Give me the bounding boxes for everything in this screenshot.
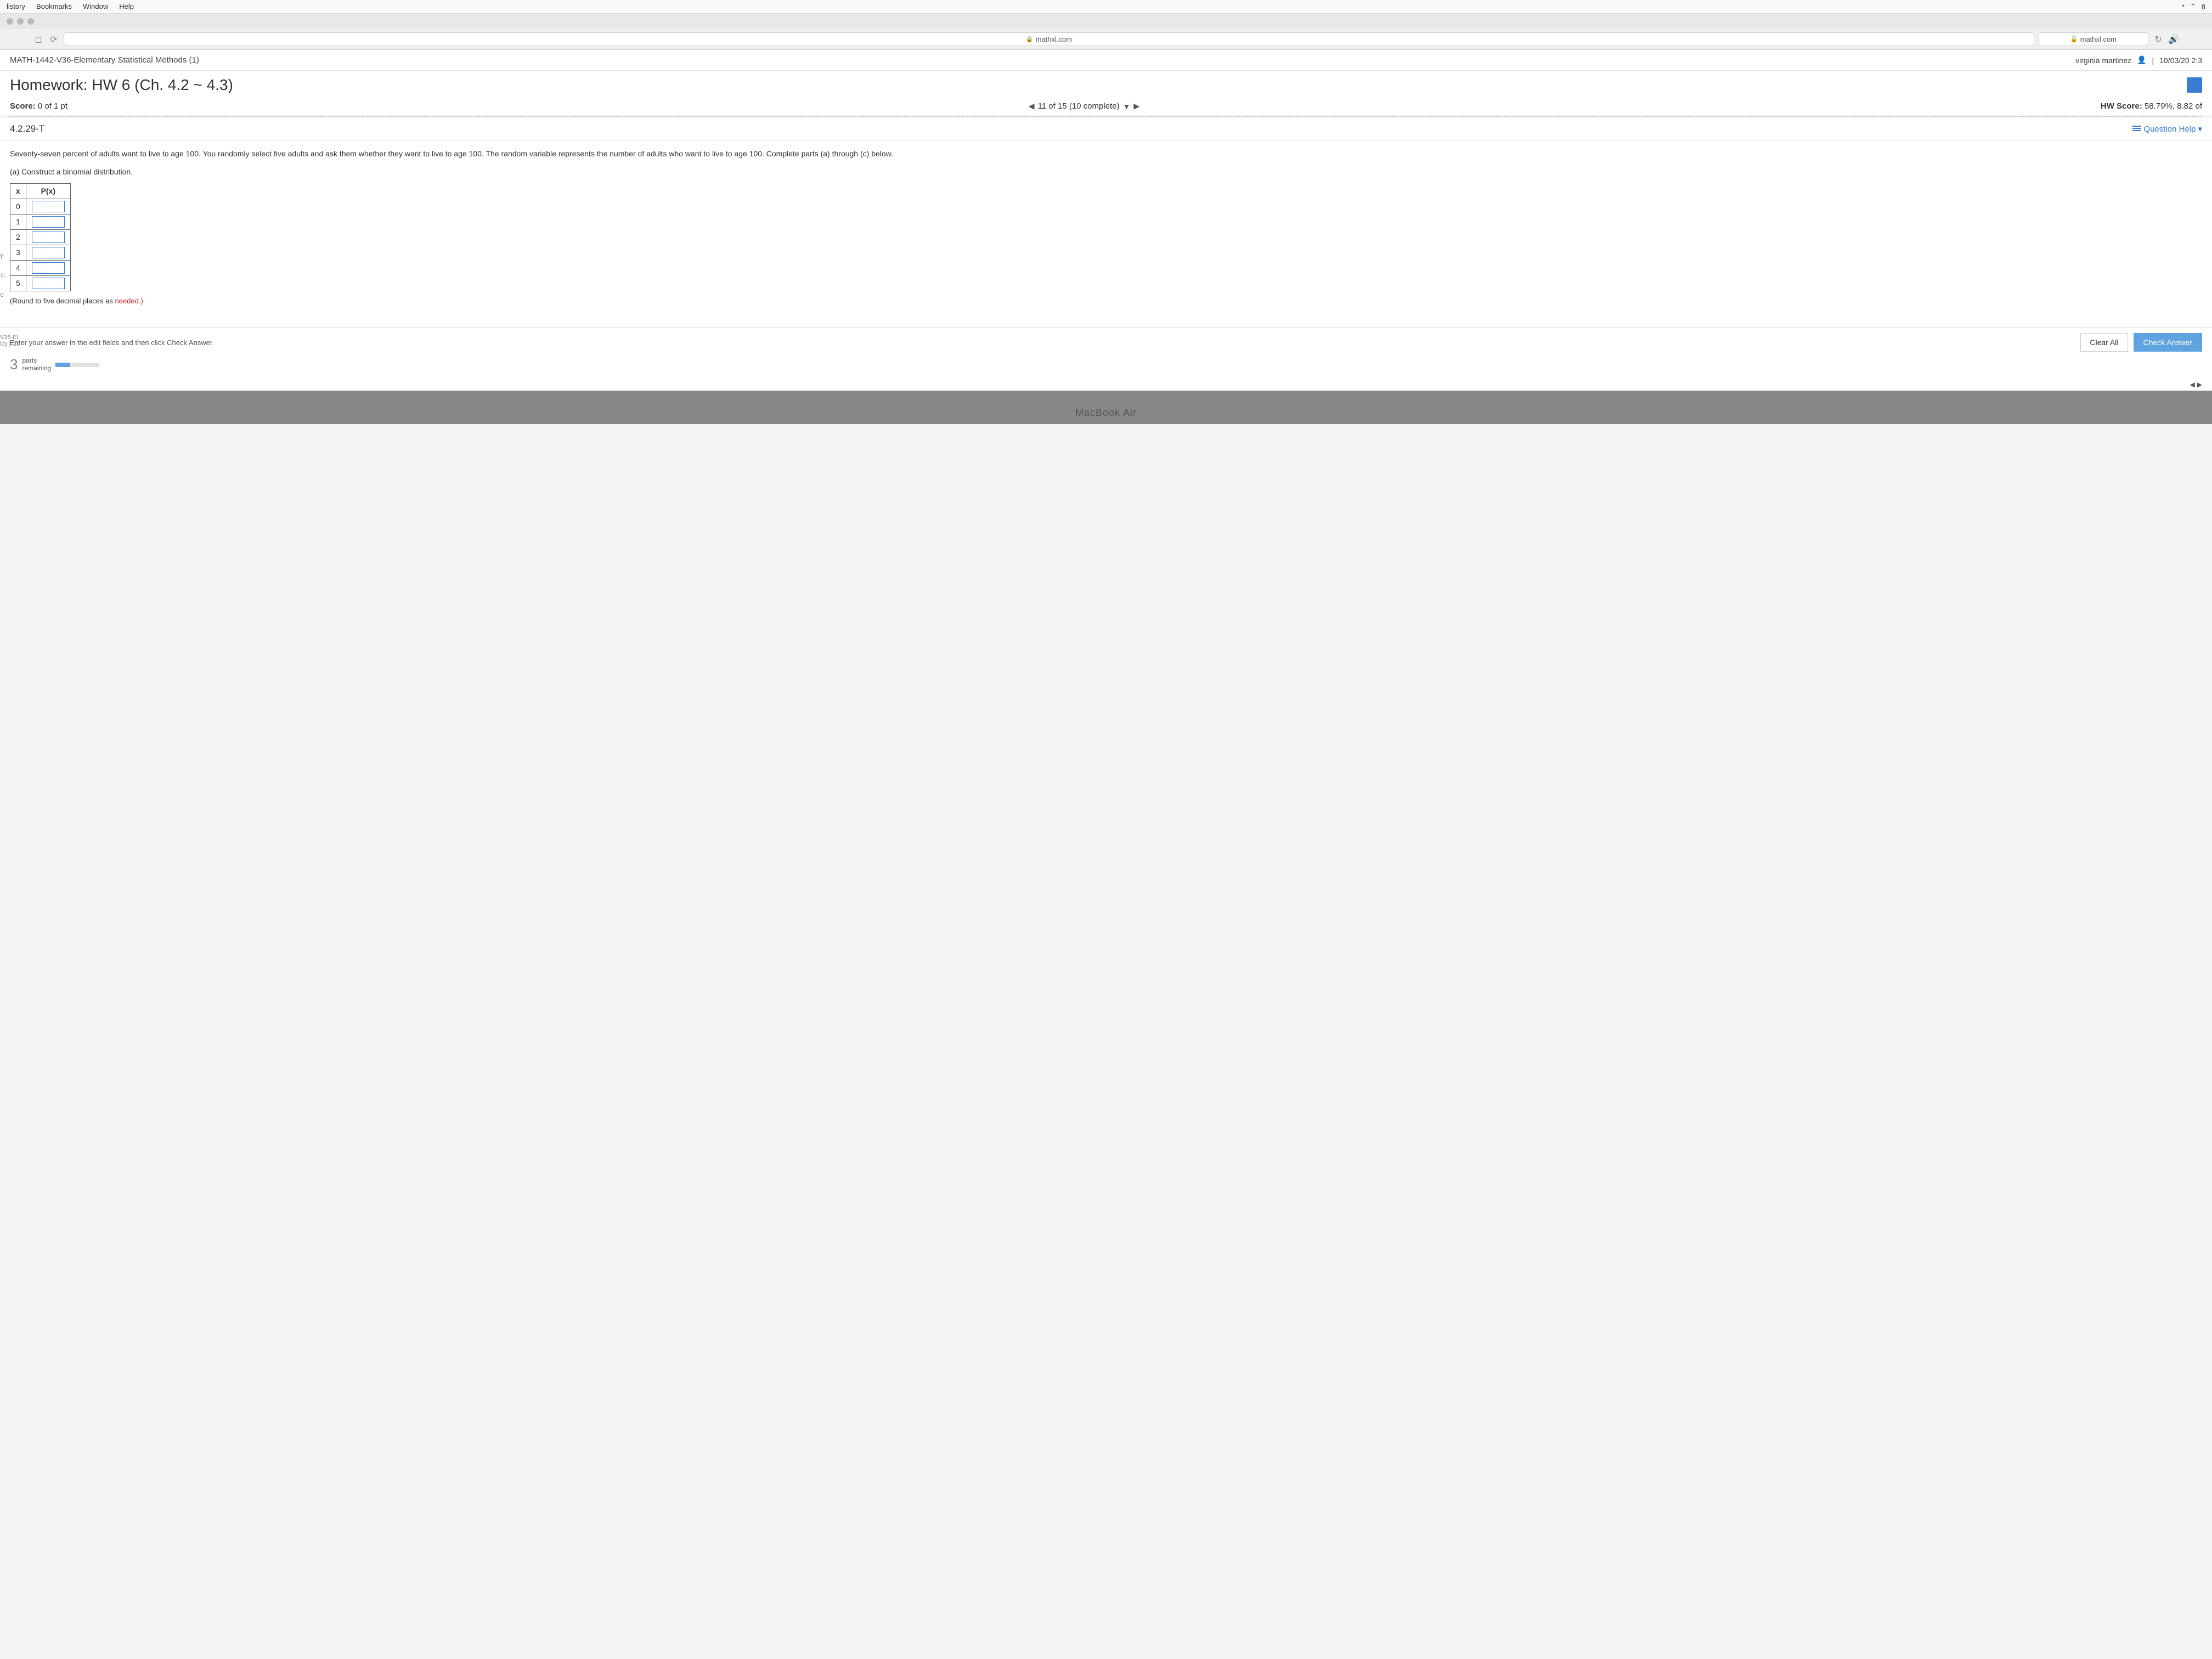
macbook-label: MacBook Air bbox=[0, 391, 2212, 424]
px-input-4[interactable] bbox=[32, 262, 65, 274]
url-text-2: mathxl.com bbox=[2080, 35, 2117, 43]
next-question-button[interactable]: ▶ bbox=[1133, 101, 1139, 111]
close-window-button[interactable] bbox=[7, 18, 13, 25]
binomial-table: x P(x) 0 1 2 3 4 5 bbox=[10, 183, 71, 291]
next-question-dropdown[interactable]: ▼ bbox=[1123, 102, 1131, 111]
parts-remaining: 3 parts remaining bbox=[10, 356, 2202, 373]
px-input-2[interactable] bbox=[32, 232, 65, 243]
progress-fill bbox=[55, 363, 70, 367]
px-input-1[interactable] bbox=[32, 216, 65, 228]
round-note: (Round to five decimal places as needed.… bbox=[10, 296, 2202, 307]
footer-instruction: Enter your answer in the edit fields and… bbox=[10, 338, 214, 347]
prev-question-button[interactable]: ◀ bbox=[1029, 101, 1035, 111]
maximize-window-button[interactable] bbox=[27, 18, 34, 25]
divider bbox=[10, 116, 2202, 117]
menu-help[interactable]: Help bbox=[119, 2, 134, 11]
pager-next[interactable]: ▶ bbox=[2197, 381, 2202, 388]
bluetooth-icon: * bbox=[2182, 3, 2185, 11]
table-row: 3 bbox=[10, 245, 71, 261]
lock-icon-2: 🔒 bbox=[2070, 36, 2078, 43]
mac-menubar: listory Bookmarks Window Help * ⌃ 8 bbox=[0, 0, 2212, 14]
address-bar-2[interactable]: 🔒 mathxl.com bbox=[2039, 32, 2148, 46]
frag-ity: ity bbox=[0, 250, 5, 260]
frag-ns: ns: bbox=[0, 270, 5, 280]
menu-history[interactable]: listory bbox=[7, 2, 25, 11]
pager-prev[interactable]: ◀ bbox=[2190, 381, 2195, 388]
table-row: 1 bbox=[10, 215, 71, 230]
volume-icon[interactable]: 🔊 bbox=[2168, 34, 2179, 45]
frag-co: co bbox=[0, 290, 5, 300]
refresh-icon[interactable]: ↻ bbox=[2153, 34, 2164, 45]
menu-window[interactable]: Window bbox=[83, 2, 108, 11]
frag-icy: icy | Co bbox=[0, 341, 20, 347]
x-cell-4: 4 bbox=[10, 261, 26, 276]
help-dropdown-icon: ▾ bbox=[2198, 124, 2202, 134]
check-answer-button[interactable]: Check Answer bbox=[2134, 333, 2202, 352]
question-header: 4.2.29-T Question Help ▾ bbox=[0, 118, 2212, 140]
datetime: 10/03/20 2:3 bbox=[2159, 56, 2202, 65]
browser-toolbar: ◻ ⟳ 🔒 mathxl.com 🔒 mathxl.com ↻ 🔊 bbox=[0, 29, 2212, 50]
course-header: MATH-1442-V36-Elementary Statistical Met… bbox=[0, 50, 2212, 71]
minimize-window-button[interactable] bbox=[17, 18, 24, 25]
footer: V36-El icy | Co Enter your answer in the… bbox=[0, 327, 2212, 379]
frag-v36: V36-El bbox=[0, 334, 20, 341]
table-row: 5 bbox=[10, 276, 71, 291]
hw-score-label: HW Score: bbox=[2101, 101, 2142, 111]
help-icon bbox=[2132, 126, 2141, 132]
col-x-header: x bbox=[10, 184, 26, 199]
parts-count: 3 bbox=[10, 356, 18, 373]
x-cell-3: 3 bbox=[10, 245, 26, 261]
parts-label-2: remaining bbox=[22, 365, 51, 372]
reader-icon[interactable]: ◻ bbox=[33, 34, 44, 45]
col-px-header: P(x) bbox=[26, 184, 70, 199]
clear-all-button[interactable]: Clear All bbox=[2080, 333, 2128, 352]
table-row: 2 bbox=[10, 230, 71, 245]
parts-label-1: parts bbox=[22, 357, 51, 364]
question-id: 4.2.29-T bbox=[10, 123, 44, 134]
question-content: ity ns: co Seventy-seven percent of adul… bbox=[0, 140, 2212, 327]
table-row: 0 bbox=[10, 199, 71, 215]
homework-title: Homework: HW 6 (Ch. 4.2 ~ 4.3) bbox=[10, 76, 233, 94]
round-note-highlight: needed.) bbox=[115, 297, 143, 305]
user-name: virginia martinez bbox=[2075, 56, 2131, 65]
question-help-button[interactable]: Question Help ▾ bbox=[2132, 124, 2202, 134]
px-input-0[interactable] bbox=[32, 201, 65, 212]
window-controls bbox=[0, 14, 2212, 29]
address-bar-1[interactable]: 🔒 mathxl.com bbox=[64, 32, 2034, 46]
wifi-icon: ⌃ bbox=[2190, 2, 2196, 11]
question-progress: 11 of 15 (10 complete) bbox=[1038, 101, 1120, 111]
footer-left-cutoff: V36-El icy | Co bbox=[0, 334, 20, 347]
question-help-label: Question Help bbox=[2143, 125, 2196, 134]
score-label: Score: bbox=[10, 101, 36, 111]
left-cutoff-text: ity ns: co bbox=[0, 250, 5, 300]
save-button[interactable] bbox=[2187, 77, 2202, 93]
score-row: Score: 0 of 1 pt ◀ 11 of 15 (10 complete… bbox=[0, 97, 2212, 115]
url-text-1: mathxl.com bbox=[1036, 35, 1072, 43]
question-prompt: Seventy-seven percent of adults want to … bbox=[10, 148, 2202, 160]
user-icon[interactable]: 👤 bbox=[2137, 55, 2146, 65]
round-note-pre: (Round to five decimal places as bbox=[10, 297, 115, 305]
px-input-5[interactable] bbox=[32, 278, 65, 289]
homework-title-row: Homework: HW 6 (Ch. 4.2 ~ 4.3) bbox=[0, 71, 2212, 97]
part-a-label: (a) Construct a binomial distribution. bbox=[10, 166, 2202, 178]
course-title: MATH-1442-V36-Elementary Statistical Met… bbox=[10, 55, 199, 65]
hw-score-value: 58.79%, 8.82 of bbox=[2145, 101, 2202, 111]
x-cell-0: 0 bbox=[10, 199, 26, 215]
separator: | bbox=[2152, 56, 2154, 65]
px-input-3[interactable] bbox=[32, 247, 65, 258]
battery-pct: 8 bbox=[2202, 3, 2205, 11]
lock-icon: 🔒 bbox=[1026, 36, 1034, 43]
x-cell-1: 1 bbox=[10, 215, 26, 230]
table-row: 4 bbox=[10, 261, 71, 276]
x-cell-2: 2 bbox=[10, 230, 26, 245]
progress-bar bbox=[55, 363, 99, 367]
reload-icon[interactable]: ⟳ bbox=[48, 34, 59, 45]
bottom-pager: ◀ ▶ bbox=[0, 379, 2212, 391]
x-cell-5: 5 bbox=[10, 276, 26, 291]
menu-bookmarks[interactable]: Bookmarks bbox=[36, 2, 72, 11]
score-value: 0 of 1 pt bbox=[38, 101, 67, 111]
